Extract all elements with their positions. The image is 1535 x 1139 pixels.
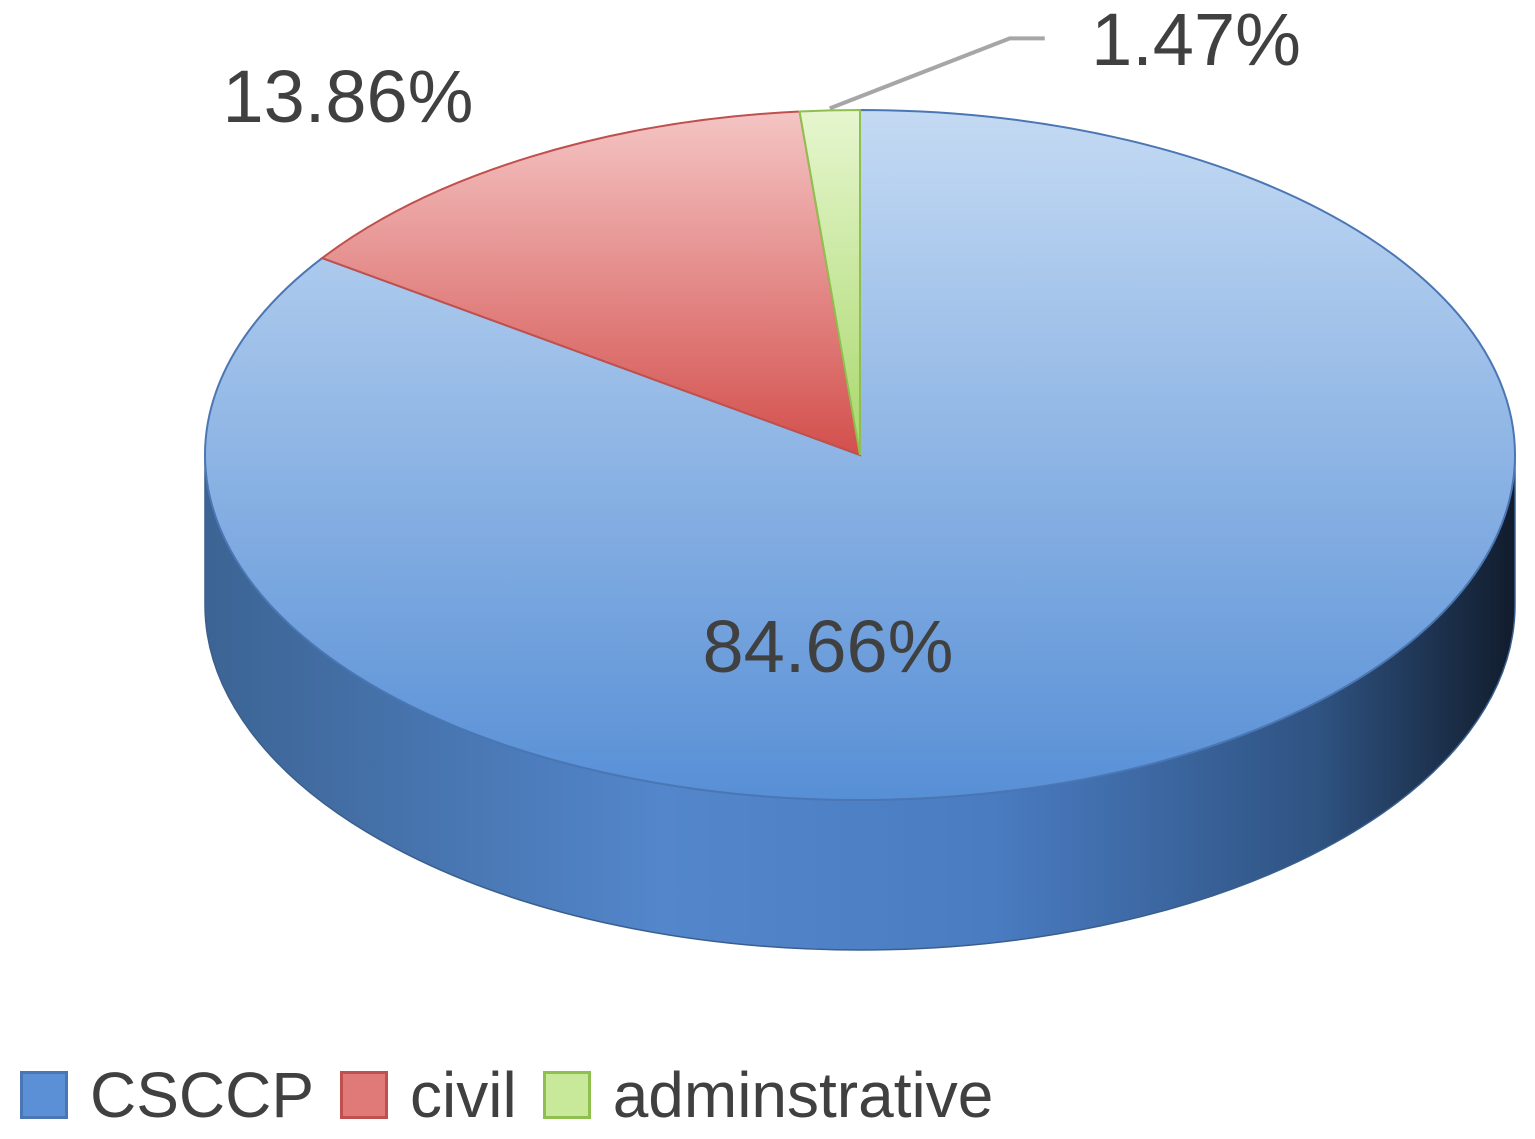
legend-item-civil: civil [340, 1058, 517, 1132]
pie-slice-civil [320, 110, 862, 457]
legend: CSCCP civil adminstrative [20, 1058, 1019, 1132]
legend-label-civil: civil [410, 1059, 517, 1131]
legend-item-adminstrative: adminstrative [542, 1058, 994, 1132]
legend-swatch-civil [340, 1071, 389, 1119]
legend-swatch-csccp [20, 1071, 68, 1119]
legend-swatch-adminstrative [542, 1071, 591, 1119]
data-label-csccp: 84.66% [703, 605, 954, 688]
legend-label-csccp: CSCCP [90, 1059, 315, 1131]
legend-label-adminstrative: adminstrative [612, 1059, 994, 1131]
data-label-civil: 13.86% [223, 55, 474, 138]
legend-item-csccp: CSCCP [20, 1058, 314, 1132]
leader-line [829, 36, 1045, 111]
pie-slice-adminstrative [798, 108, 861, 456]
pie-chart: 84.66% 13.86% 1.47% [204, 0, 1516, 951]
data-label-adminstrative: 1.47% [1091, 0, 1301, 81]
